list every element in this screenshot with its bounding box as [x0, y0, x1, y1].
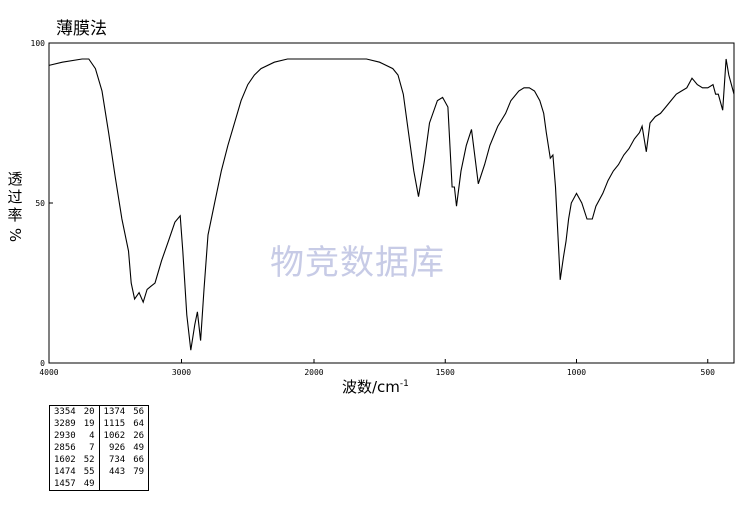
y-tick-label: 100 [31, 39, 46, 48]
peak-wavenumber: 734 [98, 454, 130, 466]
x-tick-label: 500 [701, 368, 716, 377]
peak-row: 1457 49 [50, 478, 149, 491]
peak-row: 2856 7 926 49 [50, 442, 149, 454]
peak-wavenumber: 926 [98, 442, 130, 454]
y-axis-label-char: 过 [7, 188, 23, 206]
peak-wavenumber: 2930 [54, 431, 76, 441]
peak-wavenumber: 1602 [54, 455, 76, 465]
peak-row: 1474 55 443 79 [50, 466, 149, 478]
peak-transmittance: 19 [83, 419, 95, 429]
peak-transmittance: 4 [89, 431, 95, 441]
peak-transmittance: 52 [83, 455, 95, 465]
spectrum-line [48, 58, 735, 351]
peak-wavenumber: 1115 [98, 418, 130, 430]
peak-transmittance: 49 [133, 443, 145, 453]
method-label: 薄膜法 [56, 19, 107, 39]
peak-transmittance: 49 [83, 479, 95, 489]
peak-wavenumber: 1474 [54, 467, 76, 477]
peak-wavenumber: 3354 [54, 407, 76, 417]
peak-transmittance: 26 [133, 431, 145, 441]
x-axis-label-exponent: -1 [399, 379, 409, 389]
y-tick-label: 50 [35, 199, 45, 208]
x-tick-label: 1000 [567, 368, 586, 377]
peak-transmittance: 64 [133, 419, 145, 429]
x-tick-label: 4000 [39, 368, 58, 377]
peak-row: 3289 19 1115 64 [50, 418, 149, 430]
x-tick-label: 1500 [436, 368, 455, 377]
x-axis-label: 波数/cm-1 [342, 376, 409, 397]
peak-row: 2930 4 1062 26 [50, 430, 149, 442]
peak-wavenumber: 1374 [98, 405, 130, 418]
peak-wavenumber: 2856 [54, 443, 76, 453]
y-tick-label: 0 [40, 359, 45, 368]
peak-wavenumber: 1062 [98, 430, 130, 442]
y-axis-label-char: 率 [7, 206, 23, 224]
plot-frame [48, 42, 735, 364]
x-tick-label: 2000 [304, 368, 323, 377]
x-tick-label: 3000 [172, 368, 191, 377]
peak-transmittance: 20 [83, 407, 95, 417]
peak-transmittance: 56 [133, 407, 145, 417]
peak-row: 3354 20 1374 56 [50, 405, 149, 418]
peak-transmittance [129, 478, 148, 491]
y-axis-label-char: 透 [7, 170, 23, 188]
ir-spectrum-chart: 4000 3000 2000 1500 1000 500 0 50 100 [31, 39, 735, 377]
x-axis-label-text: 波数/cm [342, 378, 400, 396]
peak-transmittance: 79 [133, 467, 145, 477]
peak-wavenumber: 3289 [54, 419, 76, 429]
peak-row: 1602 52 734 66 [50, 454, 149, 466]
peak-table: 3354 20 1374 56 3289 19 1115 64 2930 4 1062 26 2856 7… [49, 405, 150, 491]
peak-wavenumber [98, 478, 130, 491]
peak-wavenumber: 443 [98, 466, 130, 478]
y-axis-label: 透 过 率 % [4, 170, 26, 244]
peak-transmittance: 7 [89, 443, 95, 453]
peak-transmittance: 66 [133, 455, 145, 465]
watermark: 物竞数据库 [270, 243, 445, 283]
peak-wavenumber: 1457 [54, 479, 76, 489]
peak-transmittance: 55 [83, 467, 95, 477]
